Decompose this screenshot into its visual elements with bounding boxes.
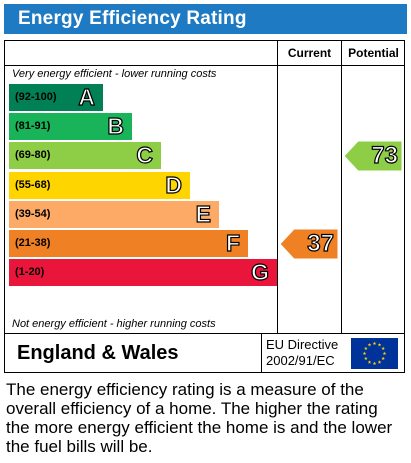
region-label: England & Wales xyxy=(17,342,179,364)
header-divider xyxy=(5,65,404,66)
eu-star-icon xyxy=(367,360,372,364)
column-divider-current xyxy=(277,41,278,333)
column-divider-potential xyxy=(341,41,342,333)
eu-directive: EU Directive 2002/91/EC xyxy=(266,337,338,369)
band-range: (39-54) xyxy=(15,207,51,220)
column-header-current: Current xyxy=(287,46,332,60)
rating-chart: Current Potential Very energy efficient … xyxy=(4,40,405,334)
directive-line-2: 2002/91/EC xyxy=(266,353,335,368)
eu-flag-icon xyxy=(351,338,398,369)
potential-arrow-shape xyxy=(344,140,403,171)
current-rating-arrow: 37 xyxy=(280,228,340,259)
band-letter: B xyxy=(107,113,125,140)
eu-star-icon xyxy=(381,356,385,361)
directive-line-1: EU Directive xyxy=(266,337,339,352)
rating-description: The energy efficiency rating is a measur… xyxy=(6,380,393,456)
footer-divider xyxy=(261,334,262,372)
band-a: (92-100) A xyxy=(9,83,103,111)
eu-star-icon xyxy=(364,356,368,361)
current-rating-value: 37 xyxy=(307,229,335,257)
band-letter: G xyxy=(251,259,270,286)
band-g: (1-20) G xyxy=(9,259,277,287)
band-letter: C xyxy=(136,142,154,169)
eu-star-icon xyxy=(372,341,377,346)
band-letter: E xyxy=(195,200,212,227)
band-range: (55-68) xyxy=(15,178,51,191)
chart-title: Energy Efficiency Rating xyxy=(18,8,247,29)
band-c: (69-80) C xyxy=(9,142,161,170)
band-f: (21-38) F xyxy=(9,229,248,257)
band-letter: A xyxy=(78,83,96,110)
footer: England & Wales EU Directive 2002/91/EC xyxy=(4,334,405,373)
eu-star-icon xyxy=(367,342,372,347)
band-b: (81-91) B xyxy=(9,113,132,141)
band-range: (21-38) xyxy=(15,237,51,249)
band-range: (69-80) xyxy=(15,149,51,162)
column-header-potential: Potential xyxy=(348,46,399,60)
eu-star-icon xyxy=(377,360,382,364)
eu-star-icon xyxy=(377,342,382,347)
eu-flag-stars xyxy=(362,341,387,366)
note-very-efficient: Very energy efficient - lower running co… xyxy=(12,68,217,80)
band-range: (92-100) xyxy=(15,91,57,103)
eu-star-icon xyxy=(364,346,368,351)
potential-rating-arrow: 73 xyxy=(344,140,404,171)
band-letter: F xyxy=(225,229,240,256)
eu-star-icon xyxy=(381,346,385,351)
note-not-efficient: Not energy efficient - higher running co… xyxy=(12,318,216,330)
band-range: (1-20) xyxy=(15,266,45,279)
title-bar: Energy Efficiency Rating xyxy=(4,4,407,34)
band-letter: D xyxy=(165,171,183,198)
eu-star-icon xyxy=(362,351,367,356)
eu-star-icon xyxy=(372,361,377,366)
potential-rating-value: 73 xyxy=(371,141,399,169)
eu-star-icon xyxy=(382,351,387,356)
band-range: (81-91) xyxy=(15,120,51,133)
band-e: (39-54) E xyxy=(9,200,219,228)
current-arrow-shape xyxy=(280,228,339,259)
band-d: (55-68) D xyxy=(9,171,190,199)
